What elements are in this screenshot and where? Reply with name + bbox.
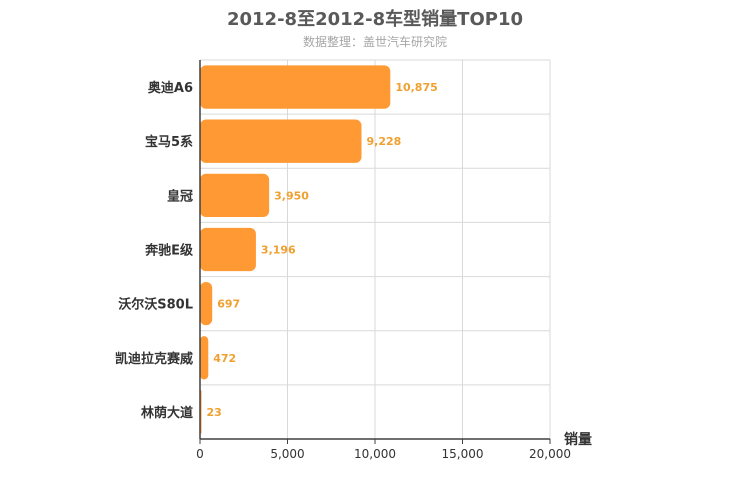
data-label: 23 — [207, 406, 222, 419]
bar — [200, 227, 256, 272]
category-label: 奥迪A6 — [148, 80, 193, 96]
x-tick-label: 20,000 — [529, 447, 571, 461]
x-tick-label: 15,000 — [442, 447, 484, 461]
bar — [200, 173, 270, 218]
data-label: 3,950 — [274, 189, 309, 202]
category-label: 皇冠 — [167, 188, 193, 204]
chart-title: 2012-8至2012-8车型销量TOP10 — [226, 9, 523, 30]
data-label: 3,196 — [261, 244, 296, 257]
x-tick-label: 10,000 — [354, 447, 396, 461]
chart-subtitle: 数据整理：盖世汽车研究院 — [302, 35, 447, 49]
category-label: 林荫大道 — [141, 405, 193, 421]
category-label: 凯迪拉克赛威 — [115, 351, 193, 367]
data-label: 697 — [217, 298, 240, 311]
x-tick-label: 0 — [196, 447, 204, 461]
x-axis-title: 销量 — [564, 431, 592, 448]
data-label: 9,228 — [366, 135, 401, 148]
x-tick-label: 5,000 — [270, 447, 304, 461]
bar — [200, 281, 213, 326]
category-label: 奔驰E级 — [144, 243, 194, 259]
data-label: 472 — [213, 352, 236, 365]
category-label: 宝马5系 — [145, 134, 193, 150]
data-label: 10,875 — [395, 81, 437, 94]
category-label: 沃尔沃S80L — [118, 297, 193, 313]
bar — [200, 119, 362, 163]
bar — [200, 336, 209, 380]
bar — [200, 65, 391, 109]
